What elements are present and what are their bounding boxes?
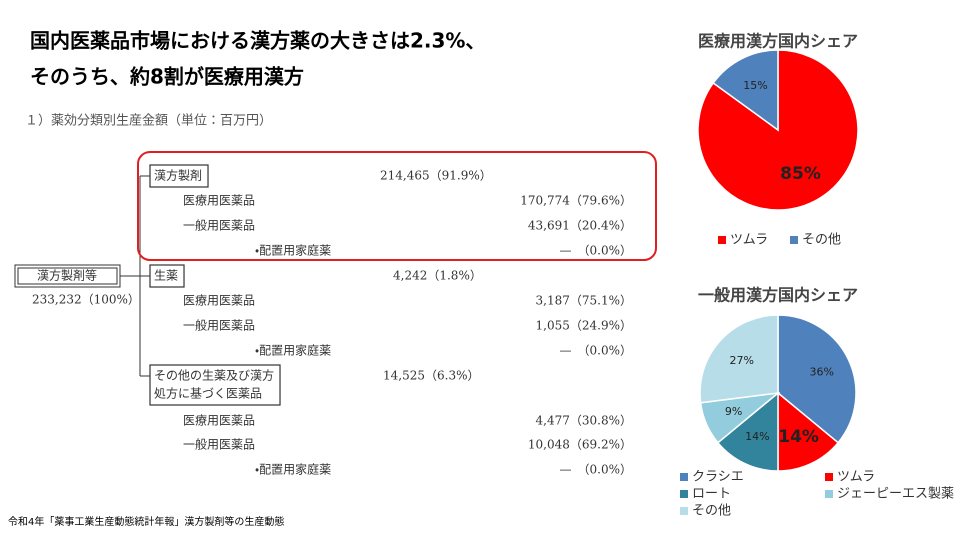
item-amount: 1,055（24.9%） [536, 319, 632, 333]
group-amount: 14,525（6.3%） [383, 369, 479, 383]
legend-swatch [825, 490, 833, 498]
root-box [14, 264, 121, 288]
slice-label: 36% [810, 365, 834, 378]
root-amount: 233,232（100%） [32, 293, 140, 307]
tree-lines [120, 175, 150, 377]
item-label: 医療用医薬品 [183, 194, 255, 208]
item-label: ・配置用家庭薬 [255, 244, 331, 258]
pie-slice [699, 314, 779, 404]
item-label: 一般用医薬品 [183, 438, 255, 452]
item-amount: 10,048（69.2%） [528, 438, 632, 452]
item-label: ・配置用家庭薬 [255, 463, 331, 477]
legend-swatch [718, 236, 726, 244]
pie-title: 医療用漢方国内シェア [698, 32, 858, 51]
item-label: 一般用医薬品 [183, 219, 255, 233]
item-label: 医療用医薬品 [183, 414, 255, 428]
slice-label: 14% [745, 430, 769, 443]
slice-label: 15% [743, 79, 767, 92]
legend-swatch [825, 473, 833, 481]
item-amount: — （0.0%） [560, 244, 633, 258]
table-caption: １）薬効分類別生産金額（単位：百万円） [25, 113, 272, 129]
item-label: 一般用医薬品 [183, 319, 255, 333]
group-name: 漢方製剤 [154, 168, 202, 183]
highlight-box [137, 151, 657, 261]
legend-label: ツムラ [837, 470, 875, 485]
source-note: 令和4年「薬事工業生産動態統計年報」漢方製剤等の生産動態 [8, 515, 284, 528]
pie-slice [712, 49, 779, 132]
pie-slice [716, 391, 779, 472]
item-amount: 170,774（79.6%） [520, 194, 632, 208]
item-amount: 4,477（30.8%） [536, 414, 632, 428]
group-amount: 214,465（91.9%） [380, 169, 492, 183]
legend-swatch [680, 473, 688, 481]
legend-label: その他 [692, 504, 731, 519]
item-amount: 43,691（20.4%） [528, 219, 632, 233]
group-box [149, 164, 209, 188]
group-amount: 4,242（1.8%） [393, 269, 482, 283]
item-amount: 3,187（75.1%） [536, 294, 632, 308]
slice-label: 27% [729, 354, 753, 367]
legend-label: ジェーピーエス製薬 [837, 487, 954, 502]
pie-slice [777, 314, 857, 444]
pie-title: 一般用漢方国内シェア [698, 286, 858, 305]
legend-label: ロート [692, 487, 731, 502]
legend-swatch [680, 507, 688, 515]
slice-label: 14% [778, 427, 819, 447]
legend-label: ツムラ [730, 233, 768, 248]
item-amount: — （0.0%） [560, 344, 633, 358]
group-box [149, 264, 185, 288]
group-name: 処方に基づく医薬品 [154, 386, 262, 401]
pie-slice [777, 391, 840, 472]
item-label: ・配置用家庭薬 [255, 344, 331, 358]
legend-swatch [680, 490, 688, 498]
group-name: 生薬 [154, 269, 178, 283]
group-box [149, 364, 281, 406]
legend-label: その他 [802, 233, 841, 248]
legend-label: クラシエ [692, 470, 744, 485]
headline: そのうち、約8割が医療用漢方 [30, 65, 304, 89]
item-amount: — （0.0%） [560, 463, 633, 477]
root-name: 漢方製剤等 [37, 268, 97, 283]
item-label: 医療用医薬品 [183, 294, 255, 308]
root-box-inner [17, 267, 118, 285]
slice-label: 85% [780, 164, 821, 184]
headline: 国内医薬品市場における漢方薬の大きさは2.3%、 [30, 29, 485, 53]
group-name: その他の生薬及び漢方 [154, 368, 274, 383]
slice-label: 9% [725, 405, 742, 418]
legend-swatch [790, 236, 798, 244]
